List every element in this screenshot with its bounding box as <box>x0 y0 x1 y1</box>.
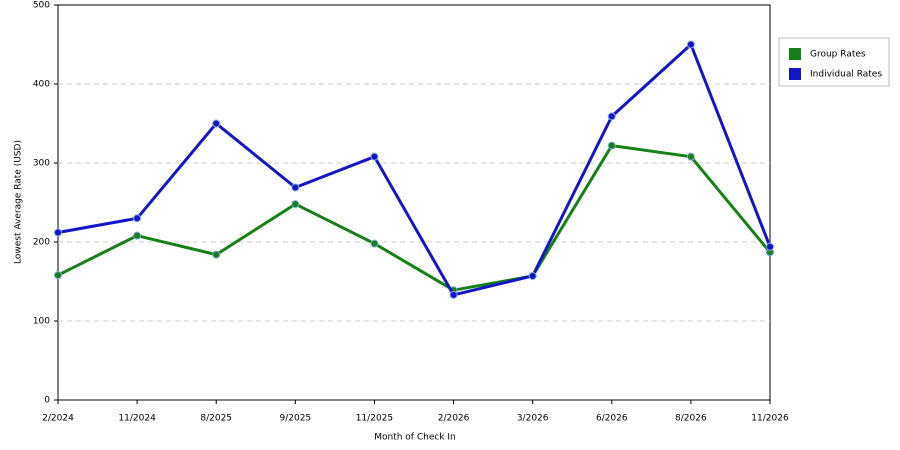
y-tick-label: 300 <box>33 159 50 169</box>
data-point <box>133 231 142 240</box>
x-axis-title: Month of Check In <box>374 433 456 443</box>
legend-swatch <box>789 68 801 80</box>
data-point <box>528 271 537 280</box>
y-tick-label: 0 <box>44 396 50 406</box>
data-point <box>686 152 695 161</box>
data-point <box>449 290 458 299</box>
y-tick-label: 200 <box>33 238 50 248</box>
x-tick-label: 11/2024 <box>118 414 156 424</box>
plot-frame <box>57 4 771 401</box>
data-point <box>686 40 695 49</box>
data-point <box>212 250 221 259</box>
series-line <box>57 144 772 292</box>
x-tick-label: 2/2026 <box>438 414 470 424</box>
x-tick-label: 2/2024 <box>42 414 74 424</box>
x-tick-label: 9/2025 <box>279 414 311 424</box>
data-point <box>212 119 221 128</box>
x-tick-label: 3/2026 <box>517 414 549 424</box>
y-tick-label: 400 <box>33 80 50 90</box>
x-tick-label: 11/2026 <box>751 414 789 424</box>
data-point <box>54 228 62 237</box>
x-tick-label: 8/2026 <box>675 414 707 424</box>
data-point <box>291 200 300 209</box>
y-tick-label: 500 <box>33 1 50 11</box>
x-tick-label: 6/2026 <box>596 414 628 424</box>
legend-label: Group Rates <box>810 50 866 60</box>
series-line <box>57 43 772 297</box>
data-point <box>54 271 62 280</box>
legend-swatch <box>789 48 801 60</box>
data-point <box>766 242 774 251</box>
legend-label: Individual Rates <box>810 70 882 80</box>
data-point <box>133 214 142 223</box>
data-point <box>291 183 300 192</box>
y-tick-label: 100 <box>33 317 50 327</box>
data-point <box>370 239 379 248</box>
data-point <box>370 152 379 161</box>
y-axis-title: Lowest Average Rate (USD) <box>14 140 24 264</box>
data-point <box>607 141 616 150</box>
x-tick-label: 8/2025 <box>200 414 232 424</box>
x-tick-label: 11/2025 <box>356 414 393 424</box>
data-point <box>607 112 616 121</box>
